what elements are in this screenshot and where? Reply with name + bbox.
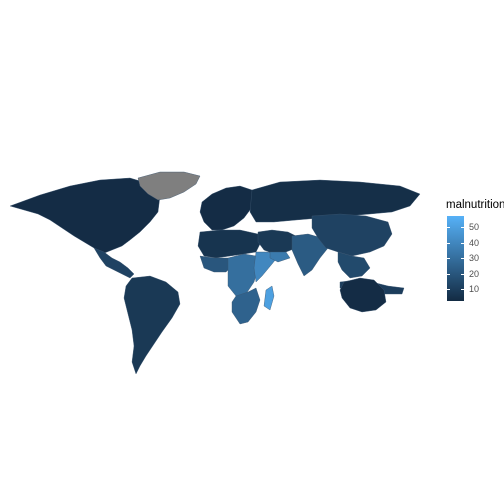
legend-title: malnutrition xyxy=(446,199,504,211)
legend-tick-mark xyxy=(447,227,464,228)
region-china xyxy=(311,213,393,257)
region-madagascar xyxy=(263,285,275,311)
region-greenland xyxy=(137,171,201,201)
region-west-africa xyxy=(199,255,233,273)
legend-tick-label: 30 xyxy=(469,253,480,263)
region-europe xyxy=(199,185,255,231)
legend-tick-mark xyxy=(447,274,464,275)
legend-tick-label: 10 xyxy=(469,284,480,294)
region-south-asia xyxy=(291,233,329,277)
region-yemen xyxy=(269,251,291,263)
legend-tick-label: 40 xyxy=(469,238,480,248)
legend-tick-mark xyxy=(447,258,464,259)
region-north-america xyxy=(9,177,161,255)
region-southern-africa xyxy=(231,287,261,325)
legend-colorbar xyxy=(447,216,464,301)
legend-tick-mark xyxy=(447,289,464,290)
region-australia xyxy=(339,277,387,313)
region-north-africa xyxy=(197,229,261,259)
region-south-america xyxy=(123,275,181,375)
legend-tick-label: 50 xyxy=(469,222,480,232)
region-central-africa xyxy=(227,253,259,297)
region-central-america xyxy=(93,247,135,279)
legend-tick-label: 20 xyxy=(469,269,480,279)
countries xyxy=(9,171,421,375)
region-southeast-asia xyxy=(337,251,371,279)
region-russia xyxy=(249,179,421,223)
legend-tick-mark xyxy=(447,243,464,244)
region-middle-east xyxy=(257,229,301,255)
